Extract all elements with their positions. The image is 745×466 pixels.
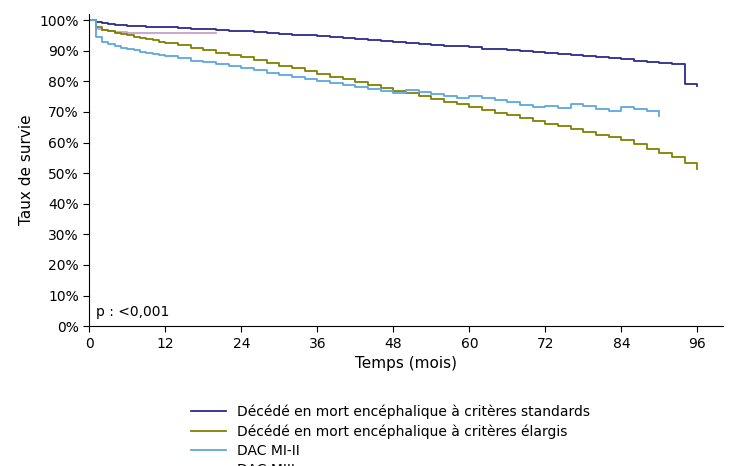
Décédé en mort encéphalique à critères élargis	[617, 137, 626, 143]
DAC MIII	[85, 17, 94, 23]
DAC MIII	[186, 30, 195, 36]
Y-axis label: Taux de survie: Taux de survie	[19, 115, 34, 226]
DAC MIII	[161, 30, 170, 36]
DAC MI-II	[110, 43, 119, 48]
DAC MIII	[148, 30, 157, 36]
Line: DAC MIII: DAC MIII	[89, 20, 216, 33]
Line: Décédé en mort encéphalique à critères élargis: Décédé en mort encéphalique à critères é…	[89, 20, 697, 169]
DAC MIII	[116, 29, 125, 35]
Décédé en mort encéphalique à critères standards	[680, 81, 689, 87]
DAC MIII	[142, 30, 150, 36]
DAC MI-II	[313, 78, 322, 84]
DAC MI-II	[402, 87, 410, 92]
Décédé en mort encéphalique à critères élargis	[148, 37, 157, 43]
DAC MIII	[123, 30, 132, 36]
Text: p : <0,001: p : <0,001	[95, 305, 169, 319]
DAC MIII	[91, 26, 100, 32]
DAC MI-II	[237, 66, 246, 71]
Décédé en mort encéphalique à critères standards	[123, 23, 132, 28]
Décédé en mort encéphalique à critères standards	[148, 24, 157, 30]
Décédé en mort encéphalique à critères élargis	[85, 17, 94, 23]
Décédé en mort encéphalique à critères standards	[174, 25, 183, 31]
DAC MI-II	[427, 91, 436, 96]
Décédé en mort encéphalique à critères standards	[85, 17, 94, 23]
Décédé en mort encéphalique à critères élargis	[174, 42, 183, 48]
DAC MIII	[174, 30, 183, 36]
X-axis label: Temps (mois): Temps (mois)	[355, 356, 457, 371]
DAC MIII	[110, 29, 119, 34]
Décédé en mort encéphalique à critères élargis	[262, 60, 271, 66]
Line: DAC MI-II: DAC MI-II	[89, 20, 659, 116]
DAC MIII	[155, 30, 164, 36]
Décédé en mort encéphalique à critères standards	[693, 83, 702, 89]
Décédé en mort encéphalique à critères élargis	[693, 166, 702, 171]
DAC MIII	[98, 27, 107, 33]
DAC MI-II	[85, 17, 94, 23]
DAC MIII	[199, 30, 208, 36]
Décédé en mort encéphalique à critères standards	[617, 56, 626, 62]
DAC MIII	[130, 30, 139, 36]
DAC MIII	[104, 28, 113, 34]
Décédé en mort encéphalique à critères standards	[262, 30, 271, 36]
Legend: Décédé en mort encéphalique à critères standards, Décédé en mort encéphalique à : Décédé en mort encéphalique à critères s…	[191, 405, 590, 466]
DAC MI-II	[604, 108, 613, 114]
Décédé en mort encéphalique à critères élargis	[123, 33, 132, 38]
Décédé en mort encéphalique à critères élargis	[680, 160, 689, 166]
DAC MIII	[212, 30, 221, 36]
DAC MIII	[136, 30, 145, 36]
DAC MI-II	[655, 113, 664, 118]
Line: Décédé en mort encéphalique à critères standards: Décédé en mort encéphalique à critères s…	[89, 20, 697, 86]
